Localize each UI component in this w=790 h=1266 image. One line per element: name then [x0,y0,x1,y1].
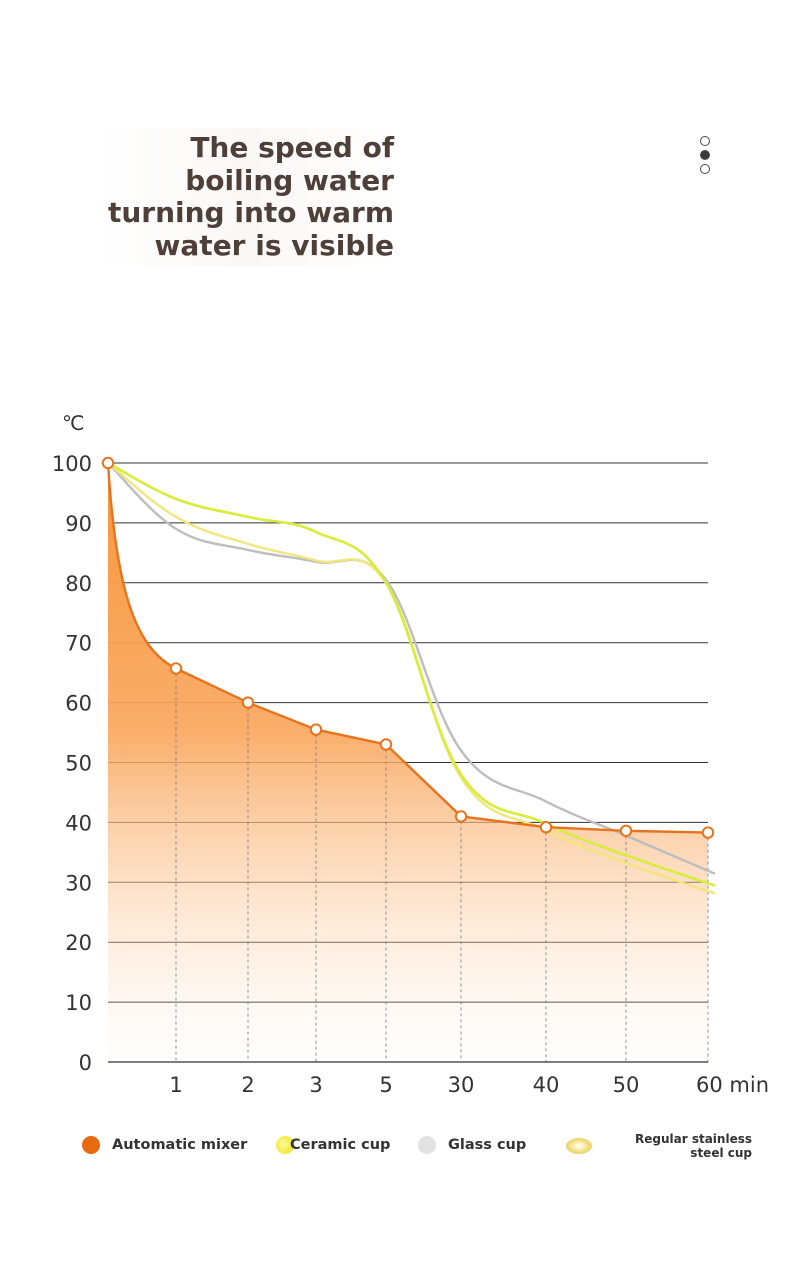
legend-swatch-ceramic-cup [276,1136,294,1154]
legend-item-automatic-mixer[interactable]: Automatic mixer [82,1136,247,1154]
y-tick-label-40: 40 [65,811,92,835]
mixer-point-5 [454,810,468,823]
x-tick-label-5: 30 [448,1073,475,1097]
mixer-point-1 [169,662,183,675]
x-tick-label-7: 50 [613,1073,640,1097]
pager-dot-1[interactable] [700,136,710,146]
legend-item-stainless-cup[interactable]: Regular stainless steel cup [566,1132,752,1160]
automatic-mixer-fill [108,463,708,1062]
x-tick-label-8: 60 min [696,1073,769,1097]
page-title: The speed of boiling water turning into … [107,131,394,262]
y-tick-label-30: 30 [65,871,92,895]
automatic-mixer-markers [101,456,715,839]
automatic-mixer-line [106,462,709,834]
y-axis-unit: ℃ [62,411,84,435]
y-tick-label-20: 20 [65,931,92,955]
mixer-point-8 [701,826,715,839]
x-tick-label-3: 3 [309,1073,322,1097]
curve-glass-cup [106,461,716,875]
cup-curves [106,461,716,895]
legend-label-stainless-cup: Regular stainless steel cup [635,1132,752,1160]
legend-swatch-glass-cup [418,1136,436,1154]
mixer-point-3 [309,723,323,736]
curve-ceramic-cup [106,461,716,887]
legend-swatch-automatic-mixer [82,1136,100,1154]
automatic-mixer-area [108,463,708,1062]
y-tick-label-90: 90 [65,512,92,536]
legend-swatch-stainless-cup [566,1138,592,1154]
y-tick-label-80: 80 [65,572,92,596]
mixer-point-6 [539,821,553,834]
x-tick-label-1: 1 [169,1073,182,1097]
x-tick-label-2: 2 [241,1073,254,1097]
legend: Automatic mixer Ceramic cup Glass cup Re… [0,1130,790,1170]
mixer-point-7 [619,824,633,837]
drop-lines [175,673,709,1062]
x-tick-label-4: 5 [379,1073,392,1097]
y-tick-label-60: 60 [65,692,92,716]
pager-dot-3[interactable] [700,164,710,174]
legend-label-glass-cup: Glass cup [448,1137,527,1153]
pager-dot-2-active[interactable] [700,150,710,160]
mixer-point-0 [101,456,115,470]
y-tick-label-50: 50 [65,752,92,776]
legend-item-glass-cup[interactable]: Glass cup [418,1136,526,1154]
legend-label-automatic-mixer: Automatic mixer [112,1137,248,1153]
pagination-dots [700,136,712,178]
legend-label-ceramic-cup: Ceramic cup [290,1137,391,1153]
y-tick-label-100: 100 [52,452,92,476]
y-tick-label-0: 0 [79,1051,92,1075]
y-tick-label-70: 70 [65,632,92,656]
automatic-mixer-path [106,462,709,834]
mixer-point-4 [379,738,393,751]
title-block: The speed of boiling water turning into … [96,128,402,266]
y-tick-label-10: 10 [65,991,92,1015]
tick-labels: 0 10 20 30 40 50 60 70 80 90 100 ℃ 1 2 3 5 30 40 50 60 min [52,411,769,1097]
mixer-point-2 [241,696,255,709]
x-tick-label-6: 40 [533,1073,560,1097]
legend-item-ceramic-cup[interactable]: Ceramic cup [276,1136,390,1154]
